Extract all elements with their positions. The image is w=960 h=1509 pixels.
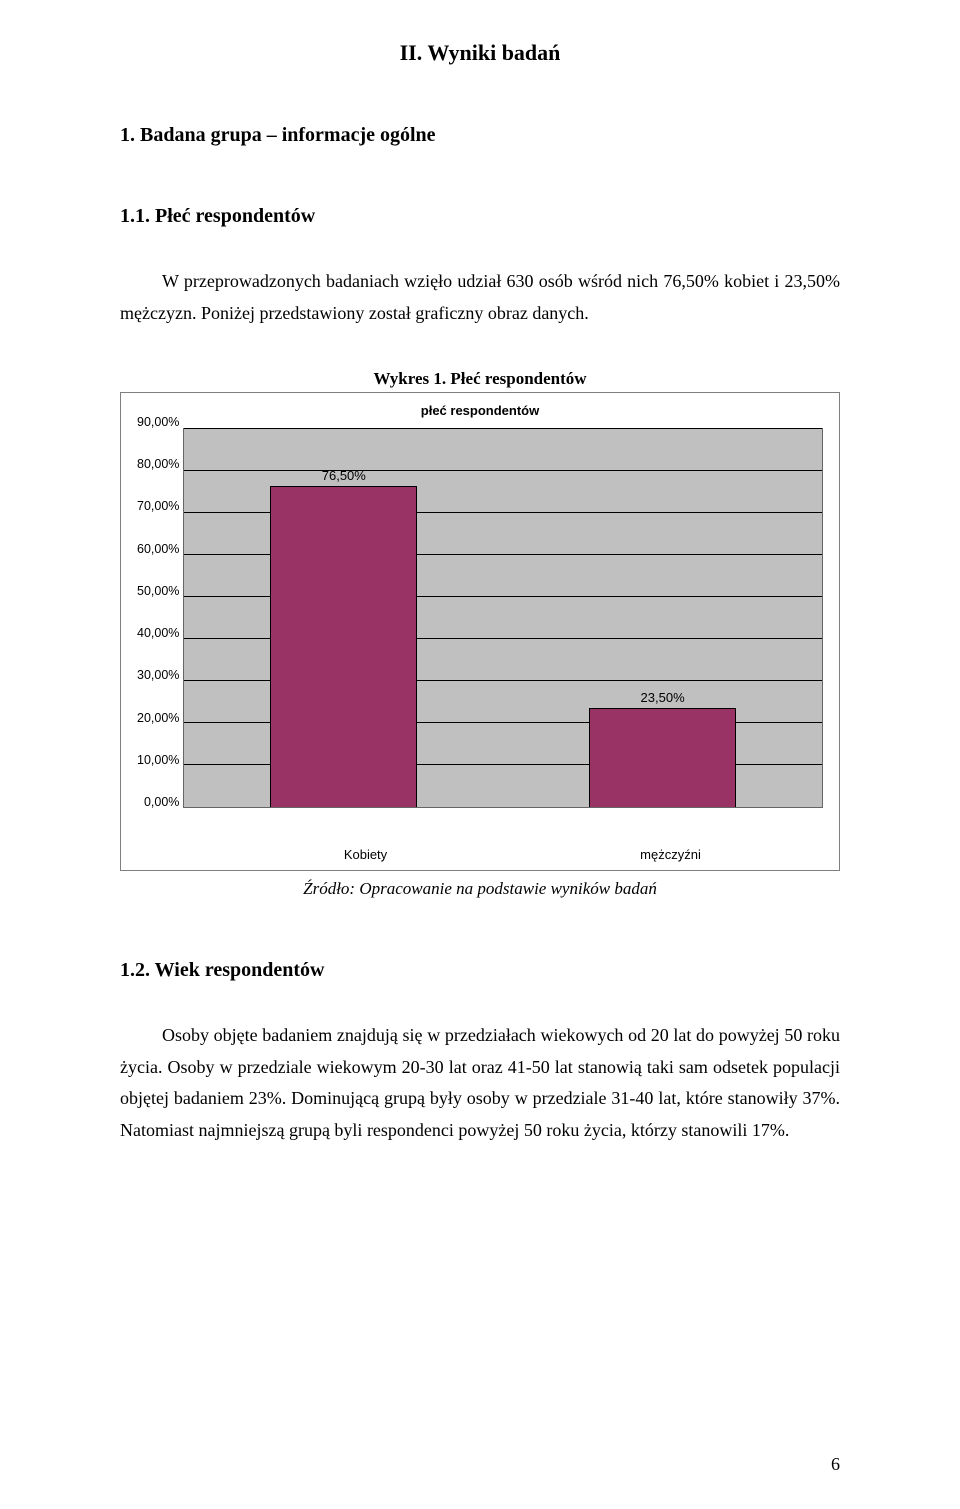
chart-inner-title: płeć respondentów (137, 403, 823, 418)
bar-value-label: 76,50% (322, 468, 366, 483)
x-axis-labels: Kobietymężczyźni (213, 847, 823, 862)
chart-caption: Wykres 1. Płeć respondentów (120, 369, 840, 389)
y-axis: 90,00%80,00%70,00%60,00%50,00%40,00%30,0… (137, 428, 183, 808)
page-title: II. Wyniki badań (120, 40, 840, 66)
plot-area: 76,50% 23,50% (183, 428, 823, 808)
grid-line (184, 428, 822, 429)
chart-frame: płeć respondentów 90,00%80,00%70,00%60,0… (120, 392, 840, 871)
x-category-label: Kobiety (213, 847, 518, 862)
section-heading-1-2: 1.2. Wiek respondentów (120, 959, 840, 982)
paragraph-1-2: Osoby objęte badaniem znajdują się w prz… (120, 1020, 840, 1146)
paragraph-1-1: W przeprowadzonych badaniach wzięło udzi… (120, 266, 840, 329)
bar (589, 708, 736, 807)
section-heading-1-1: 1.1. Płeć respondentów (120, 205, 840, 228)
chart-body: 90,00%80,00%70,00%60,00%50,00%40,00%30,0… (137, 428, 823, 840)
x-category-label: mężczyźni (518, 847, 823, 862)
page-number: 6 (831, 1454, 840, 1475)
grid-line (184, 470, 822, 471)
bar-value-label: 23,50% (641, 690, 685, 705)
chart-source: Źródło: Opracowanie na podstawie wyników… (120, 879, 840, 899)
bar (270, 486, 417, 807)
section-heading-1: 1. Badana grupa – informacje ogólne (120, 124, 840, 147)
